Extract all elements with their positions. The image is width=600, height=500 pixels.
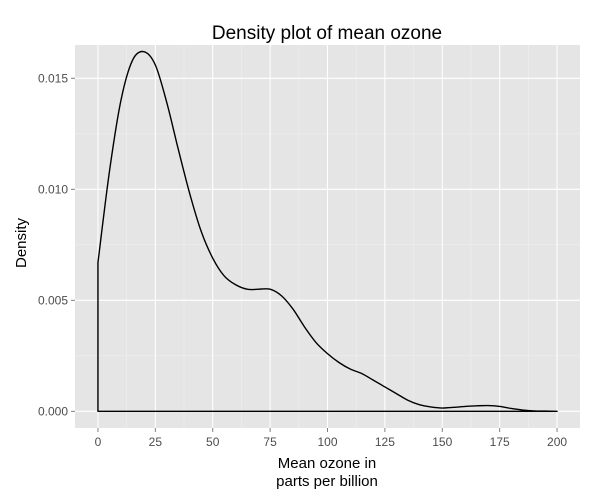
x-tick-label: 150	[432, 435, 452, 449]
y-tick-label: 0.000	[38, 404, 68, 418]
y-axis-ticks: 0.000 0.005 0.010 0.015	[38, 71, 75, 418]
y-tick-label: 0.015	[38, 71, 68, 85]
x-tick-label: 100	[317, 435, 337, 449]
chart-title: Density plot of mean ozone	[212, 23, 442, 44]
x-axis-title-line-2: parts per billion	[276, 473, 378, 490]
y-tick-label: 0.010	[38, 182, 68, 196]
x-tick-label: 125	[375, 435, 395, 449]
x-tick-label: 175	[490, 435, 510, 449]
x-tick-label: 200	[547, 435, 567, 449]
x-axis-title-line-1: Mean ozone in	[278, 455, 376, 472]
x-tick-label: 75	[263, 435, 277, 449]
x-tick-label: 25	[149, 435, 163, 449]
density-curve	[97, 50, 558, 413]
x-tick-label: 50	[206, 435, 220, 449]
x-axis-ticks: 0 25 50 75 100 125 150 175 200	[95, 428, 567, 449]
y-axis-title: Density	[13, 217, 30, 268]
y-tick-label: 0.005	[38, 293, 68, 307]
x-tick-label: 0	[95, 435, 102, 449]
